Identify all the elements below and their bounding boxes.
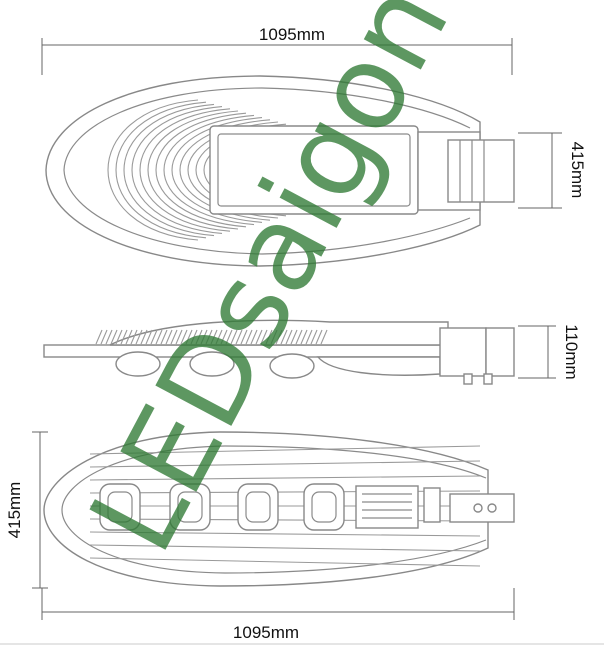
side-fin xyxy=(140,329,148,345)
bottom-fin xyxy=(89,460,481,468)
side-fin xyxy=(270,329,278,345)
side-fin xyxy=(190,329,198,345)
side-fin xyxy=(165,329,173,345)
side-fin xyxy=(315,329,323,345)
bottom-view: 415mm 1095mm xyxy=(5,431,515,642)
bottom-fin xyxy=(89,475,481,481)
side-fin xyxy=(235,329,243,345)
side-height-label: 110mm xyxy=(562,324,581,379)
side-fin xyxy=(185,329,193,345)
cooling-fin xyxy=(163,114,255,226)
side-fin xyxy=(285,329,293,345)
side-fin xyxy=(265,329,273,345)
side-fin xyxy=(100,329,108,345)
bottom-fin xyxy=(89,445,481,455)
side-view: 110mm xyxy=(43,319,581,385)
side-fin xyxy=(240,329,248,345)
side-fin xyxy=(290,329,298,345)
side-fin xyxy=(295,329,303,345)
side-fin xyxy=(205,329,213,345)
top-length-label: 1095mm xyxy=(259,25,325,44)
side-fin xyxy=(210,329,218,345)
bottom-divider xyxy=(0,643,604,645)
cooling-fin xyxy=(107,99,199,241)
side-fin xyxy=(305,329,313,345)
side-fin xyxy=(230,329,238,345)
cooling-fin xyxy=(131,106,223,234)
side-view-fins xyxy=(95,329,328,345)
bottom-fin xyxy=(89,544,481,552)
side-fin xyxy=(245,329,253,345)
side-fin xyxy=(155,329,163,345)
side-fin xyxy=(145,329,153,345)
side-fin xyxy=(310,329,318,345)
side-fin xyxy=(195,329,203,345)
side-fin xyxy=(275,329,283,345)
top-width-label: 415mm xyxy=(568,142,587,199)
side-fin xyxy=(215,329,223,345)
bottom-length-label: 1095mm xyxy=(233,623,299,642)
bottom-width-label: 415mm xyxy=(5,482,24,539)
side-fin xyxy=(180,329,188,345)
cooling-fin xyxy=(171,117,263,223)
side-fin xyxy=(255,329,263,345)
side-fin xyxy=(225,329,233,345)
side-fin xyxy=(280,329,288,345)
side-fin xyxy=(260,329,268,345)
side-fin xyxy=(110,329,118,345)
side-fin xyxy=(250,329,258,345)
bottom-fin xyxy=(89,531,481,537)
bottom-fin xyxy=(89,557,481,567)
cooling-fin xyxy=(147,110,239,230)
cooling-fin xyxy=(139,108,231,232)
side-fin xyxy=(175,329,183,345)
led-modules xyxy=(99,483,345,531)
side-fin xyxy=(150,329,158,345)
cooling-fin xyxy=(115,101,207,239)
side-fin xyxy=(300,329,308,345)
side-fin xyxy=(160,329,168,345)
side-fin xyxy=(220,329,228,345)
side-fin xyxy=(320,329,328,345)
side-fin xyxy=(170,329,178,345)
cooling-fin xyxy=(123,103,215,237)
side-fin xyxy=(130,329,138,345)
top-view: 1095mm 415mm xyxy=(41,25,587,267)
cooling-fin xyxy=(155,112,247,228)
side-fin xyxy=(200,329,208,345)
side-fin xyxy=(120,329,128,345)
side-fin xyxy=(95,329,103,345)
side-fin xyxy=(125,329,133,345)
side-fin xyxy=(115,329,123,345)
side-fin xyxy=(105,329,113,345)
side-fin xyxy=(135,329,143,345)
